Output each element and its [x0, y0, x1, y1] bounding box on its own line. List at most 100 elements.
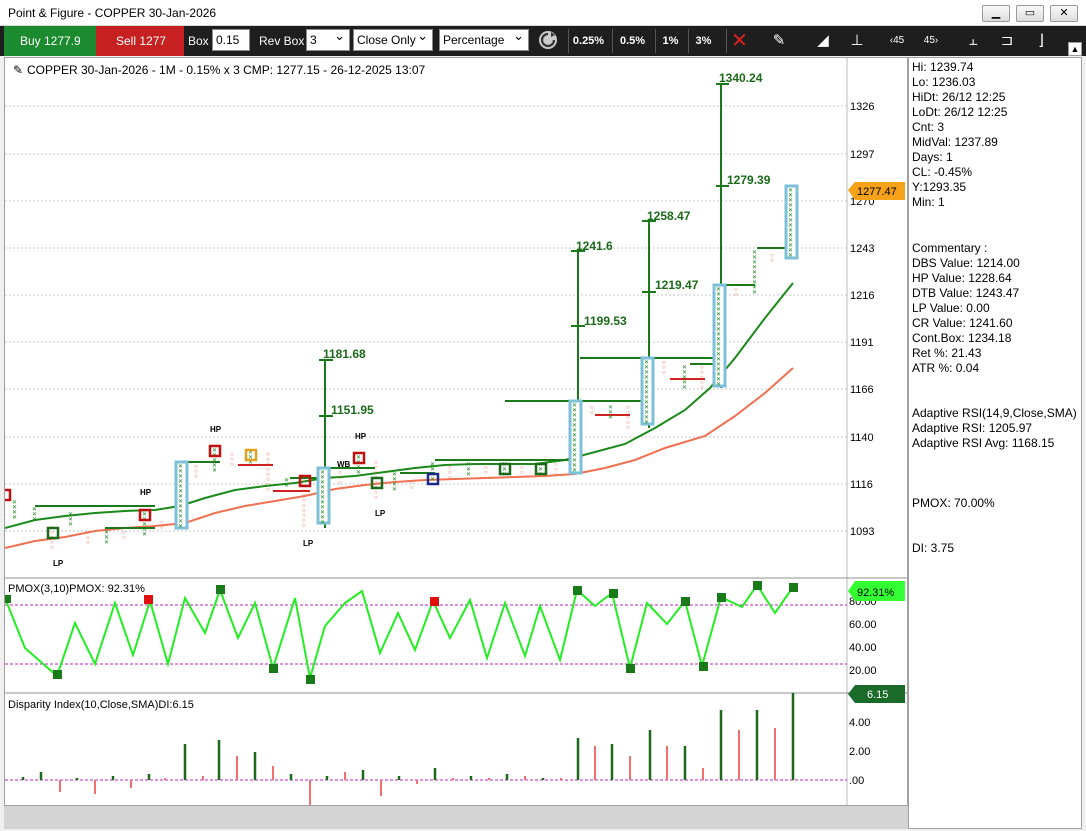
signal-box	[498, 462, 512, 476]
x-box: ✕	[644, 405, 649, 411]
o-box: ○	[700, 365, 704, 371]
x-box: ✕	[430, 477, 435, 483]
baseline-tool-button[interactable]: ⊥	[844, 29, 870, 53]
adaptive-rsi-avg-line	[4, 367, 794, 549]
minimize-button[interactable]: ▁	[982, 5, 1010, 22]
buy-button[interactable]: Buy 1277.9	[4, 26, 96, 56]
x-box: ✕	[392, 477, 397, 483]
o-box: ○	[374, 490, 378, 496]
x-box: ✕	[502, 467, 507, 473]
target-labels: 1340.24 1279.39 1258.47 1219.47 1241.6 1…	[323, 71, 771, 417]
edit-button[interactable]: ✎	[766, 29, 792, 53]
cross-icon: ✕	[731, 30, 748, 52]
x-box: ✕	[788, 248, 793, 254]
highlighted-column	[174, 460, 189, 530]
method-select[interactable]: Close Only	[353, 26, 433, 51]
x-box: ✕	[466, 472, 471, 478]
x-box: ✕	[788, 253, 793, 259]
x-box: ✕	[320, 485, 325, 491]
pnf-columns: ○○○○○○✕✕✕✕✕✕✕○○○○○✕✕✕○○○✕✕✕○○✕✕✕✕✕○○✕✕✕✕…	[0, 184, 799, 551]
info-line: Y:1293.35	[912, 180, 967, 194]
o-box: ○	[626, 420, 630, 426]
x-box: ✕	[178, 519, 183, 525]
o-box: ○	[50, 545, 54, 551]
signal-box	[244, 448, 258, 462]
info-line: DI: 3.75	[912, 541, 955, 555]
x-box: ✕	[788, 193, 793, 199]
x-box: ✕	[104, 540, 109, 546]
x-box: ✕	[716, 347, 721, 353]
box-size-input[interactable]: 0.15	[212, 29, 250, 51]
info-line: DTB Value: 1243.47	[912, 286, 1020, 300]
x-box: ✕	[538, 467, 543, 473]
chart-header-icon: ✎	[13, 63, 23, 77]
x-box: ✕	[788, 233, 793, 239]
x-box: ✕	[104, 535, 109, 541]
pct-button-3[interactable]: 3%	[688, 29, 718, 53]
x-box: ✕	[716, 372, 721, 378]
x-box: ✕	[68, 517, 73, 523]
o-box: ○	[554, 462, 558, 468]
pmox-tick: 60.00	[849, 619, 877, 631]
rev-box-select[interactable]: 3	[306, 26, 350, 51]
hook-tool-button[interactable]: ⌋	[1028, 29, 1054, 53]
x-box: ✕	[178, 489, 183, 495]
maximize-button[interactable]: ▭	[1016, 5, 1044, 22]
pmox-tick: 40.00	[849, 642, 877, 654]
o-box: ○	[230, 452, 234, 458]
info-line: Lo: 1236.03	[912, 75, 976, 89]
close-window-button[interactable]: ✕	[1050, 5, 1078, 22]
triangle-tool-button[interactable]: ◢	[810, 29, 836, 53]
o-box: ○	[554, 467, 558, 473]
x-box: ✕	[142, 532, 147, 538]
o-box: ○	[662, 360, 666, 366]
x-box: ✕	[178, 494, 183, 500]
x-box: ✕	[12, 505, 17, 511]
bracket-icon: ⊐	[1000, 32, 1014, 49]
x-box: ✕	[392, 472, 397, 478]
vline-tool-button[interactable]: ⫠	[960, 29, 986, 53]
pct-button-025[interactable]: 0.25%	[568, 29, 608, 53]
pct-button-05[interactable]: 0.5%	[612, 29, 652, 53]
refresh-button[interactable]	[535, 29, 561, 53]
x-box: ✕	[788, 238, 793, 244]
o-box: ○	[700, 380, 704, 386]
sell-button[interactable]: Sell 1277	[96, 26, 184, 56]
o-box: ○	[230, 457, 234, 463]
price-tick: 1116	[850, 479, 873, 491]
x-box: ✕	[320, 470, 325, 476]
chart-area[interactable]: ✎ COPPER 30-Jan-2026 - 1M - 0.15% x 3 CM…	[0, 57, 908, 808]
angle-45-right-icon: 45›	[923, 35, 939, 46]
scale-select[interactable]: Percentage	[439, 26, 529, 51]
pnf-chart[interactable]: ✎ COPPER 30-Jan-2026 - 1M - 0.15% x 3 CM…	[0, 58, 907, 808]
o-box: ○	[122, 535, 126, 541]
x-box: ✕	[682, 380, 687, 386]
bottom-strip	[4, 806, 908, 829]
pct-button-1[interactable]: 1%	[655, 29, 685, 53]
disparity-tick: .00	[849, 775, 864, 787]
x-box: ✕	[716, 377, 721, 383]
bracket-tool-button[interactable]: ⊐	[994, 29, 1020, 53]
x-box: ✕	[716, 292, 721, 298]
info-line: MidVal: 1237.89	[912, 135, 998, 149]
scroll-up-button[interactable]: ▲	[1068, 42, 1082, 56]
x-box: ✕	[752, 285, 757, 291]
angle-left-button[interactable]: ‹45	[884, 29, 910, 53]
o-box: ○	[266, 477, 270, 483]
o-box: ○	[770, 253, 774, 259]
o-box: ○	[302, 518, 306, 524]
x-box: ✕	[644, 380, 649, 386]
clear-button[interactable]: ✕	[726, 29, 752, 53]
x-box: ✕	[12, 510, 17, 516]
pmox-tick: 20.00	[849, 665, 877, 677]
signal-box	[352, 451, 366, 465]
refresh-icon	[539, 31, 557, 49]
disparity-tick: 4.00	[849, 717, 870, 729]
x-box: ✕	[752, 265, 757, 271]
x-box: ✕	[716, 327, 721, 333]
o-box: ○	[374, 495, 378, 501]
o-box: ○	[662, 370, 666, 376]
target-label: 1279.39	[727, 173, 771, 187]
angle-right-button[interactable]: 45›	[918, 29, 944, 53]
